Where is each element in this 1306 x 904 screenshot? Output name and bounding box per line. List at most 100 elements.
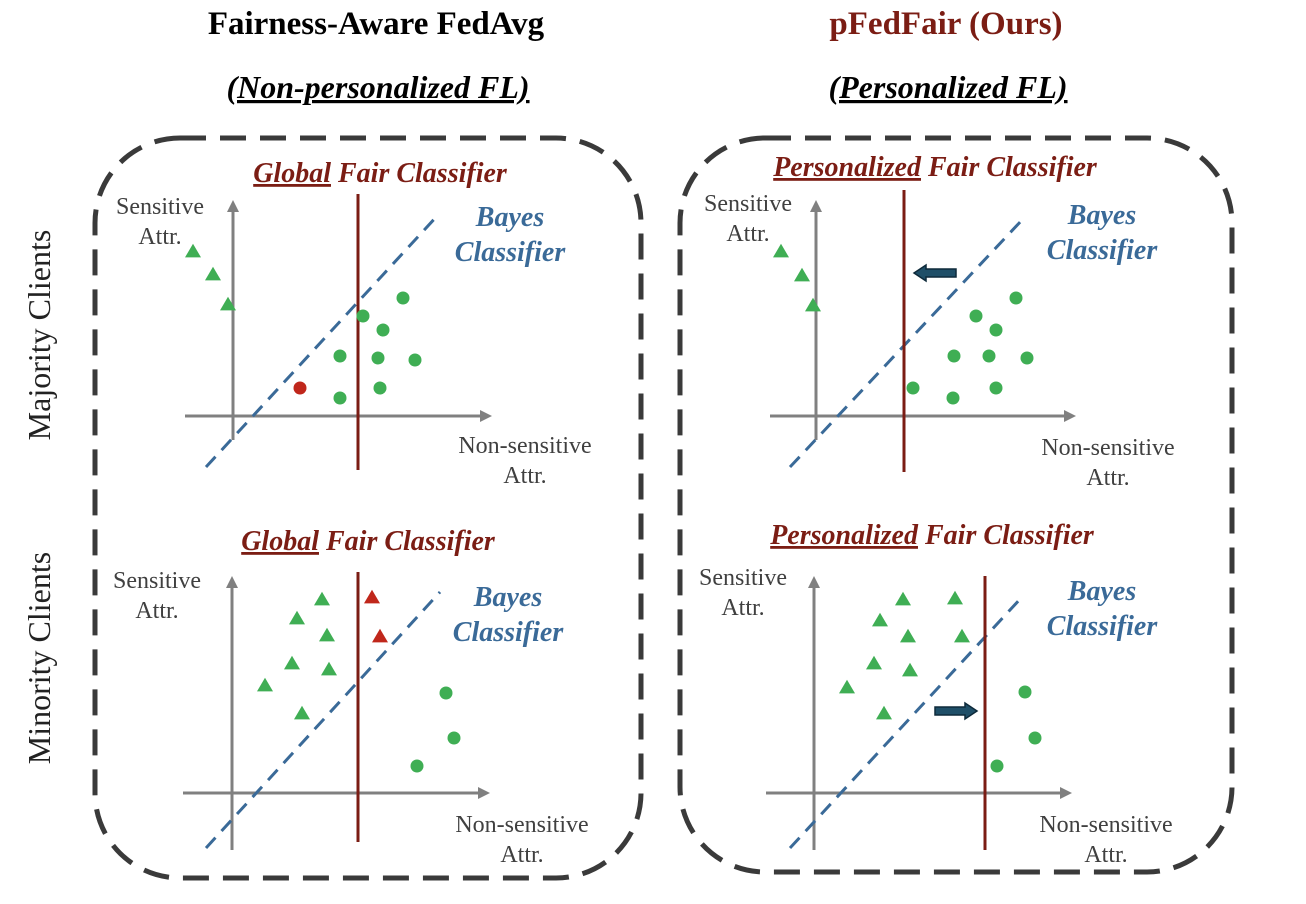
data-point-circle xyxy=(1020,351,1034,365)
data-point-triangle xyxy=(185,243,201,258)
data-point-triangle xyxy=(900,628,916,643)
fair-classifier-label: Global Fair Classifier xyxy=(241,526,496,557)
data-point-triangle xyxy=(319,627,335,642)
x-axis-label-line2: Attr. xyxy=(1086,465,1129,491)
data-point-circle xyxy=(989,323,1003,337)
bayes-label-line2: Classifier xyxy=(1047,611,1159,642)
data-point-circle xyxy=(356,309,370,323)
right-dashed-box xyxy=(677,135,1235,875)
bayes-label-line2: Classifier xyxy=(455,237,567,268)
shift-arrow-right xyxy=(934,701,979,721)
y-axis-arrowhead xyxy=(227,200,239,212)
data-point-triangle xyxy=(839,679,855,694)
data-point-triangle xyxy=(947,590,963,605)
y-axis-label-line1: Sensitive xyxy=(113,568,201,594)
y-axis-label: Sensitive Attr. xyxy=(704,191,792,247)
data-point-circle xyxy=(946,391,960,405)
bayes-classifier-line xyxy=(204,213,440,469)
data-point-triangle xyxy=(895,591,911,606)
fair-label-rest: Fair Classifier xyxy=(921,152,1098,183)
y-axis-label: Sensitive Attr. xyxy=(699,565,787,621)
data-point-triangle xyxy=(954,628,970,643)
x-axis-label: Non-sensitive Attr. xyxy=(1039,812,1172,868)
x-axis-label-line1: Non-sensitive xyxy=(458,433,591,459)
x-axis-label-line2: Attr. xyxy=(500,842,543,868)
y-axis-arrowhead xyxy=(226,576,238,588)
fair-classifier-label: Personalized Fair Classifier xyxy=(769,520,1095,551)
data-point-circle xyxy=(982,349,996,363)
panel-tr: Sensitive Attr. Non-sensitive Attr. Bayes Cla… xyxy=(704,152,1175,491)
data-point-triangle xyxy=(805,297,821,312)
right-title: pFedFair (Ours) xyxy=(829,6,1062,42)
y-axis-label-line1: Sensitive xyxy=(699,565,787,591)
data-point-triangle xyxy=(872,612,888,627)
data-point-triangle xyxy=(257,677,273,692)
row-label-majority: Majority Clients xyxy=(21,230,57,441)
row-label-minority: Minority Clients xyxy=(21,552,57,764)
fair-label-emphasis: Personalized xyxy=(772,152,922,183)
data-point-triangle xyxy=(289,610,305,625)
y-axis-arrowhead xyxy=(810,200,822,212)
y-axis-arrowhead xyxy=(808,576,820,588)
bayes-classifier-label: Bayes Classifier xyxy=(453,582,565,648)
left-dashed-box xyxy=(92,135,644,881)
data-point-triangle xyxy=(902,662,918,677)
y-axis-label-line1: Sensitive xyxy=(116,194,204,220)
data-point-circle xyxy=(1028,731,1042,745)
data-point-circle xyxy=(371,351,385,365)
x-axis-label-line1: Non-sensitive xyxy=(455,812,588,838)
x-axis-label-line1: Non-sensitive xyxy=(1039,812,1172,838)
x-axis-label-line2: Attr. xyxy=(1084,842,1127,868)
data-point-circle xyxy=(1018,685,1032,699)
data-point-circle xyxy=(447,731,461,745)
y-axis-label: Sensitive Attr. xyxy=(113,568,201,624)
bayes-label-line2: Classifier xyxy=(1047,235,1159,266)
data-point-triangle xyxy=(284,655,300,670)
data-point-triangle xyxy=(866,655,882,670)
bayes-label-line1: Bayes xyxy=(1067,200,1137,231)
data-point-circle xyxy=(906,381,920,395)
left-subtitle: (Non-personalized FL) xyxy=(226,69,529,105)
fair-classifier-label: Global Fair Classifier xyxy=(253,158,508,189)
bayes-classifier-line xyxy=(788,595,1024,850)
fair-label-rest: Fair Classifier xyxy=(918,520,1095,551)
data-point-circle xyxy=(333,391,347,405)
x-axis-arrowhead xyxy=(478,787,490,799)
x-axis-label-line1: Non-sensitive xyxy=(1041,435,1174,461)
data-point-circle xyxy=(947,349,961,363)
panel-br: Sensitive Attr. Non-sensitive Attr. Bayes Cla… xyxy=(699,520,1173,868)
data-point-circle xyxy=(376,323,390,337)
bayes-label-line1: Bayes xyxy=(475,202,545,233)
bayes-label-line1: Bayes xyxy=(473,582,543,613)
right-subtitle: (Personalized FL) xyxy=(828,69,1067,105)
fair-label-emphasis: Global xyxy=(241,526,319,557)
data-point-triangle xyxy=(876,705,892,720)
bayes-classifier-line xyxy=(204,590,442,850)
data-point-circle xyxy=(408,353,422,367)
y-axis-label-line2: Attr. xyxy=(138,224,181,250)
data-point-circle xyxy=(439,686,453,700)
x-axis-arrowhead xyxy=(1064,410,1076,422)
data-point-triangle xyxy=(294,705,310,720)
x-axis-label-line2: Attr. xyxy=(503,463,546,489)
data-point-circle xyxy=(989,381,1003,395)
data-point-circle xyxy=(333,349,347,363)
data-point-triangle xyxy=(372,628,388,643)
data-point-circle xyxy=(293,381,307,395)
y-axis-label-line1: Sensitive xyxy=(704,191,792,217)
data-point-circle xyxy=(373,381,387,395)
data-point-circle xyxy=(410,759,424,773)
data-point-triangle xyxy=(220,296,236,311)
left-title: Fairness-Aware FedAvg xyxy=(208,6,545,42)
data-point-triangle xyxy=(794,267,810,282)
bayes-classifier-label: Bayes Classifier xyxy=(1047,576,1159,642)
y-axis-label-line2: Attr. xyxy=(135,598,178,624)
bayes-classifier-label: Bayes Classifier xyxy=(455,202,567,268)
data-point-circle xyxy=(1009,291,1023,305)
bayes-label-line1: Bayes xyxy=(1067,576,1137,607)
shift-arrow-left xyxy=(912,263,957,283)
x-axis-label: Non-sensitive Attr. xyxy=(455,812,588,868)
y-axis-label: Sensitive Attr. xyxy=(116,194,204,250)
bayes-classifier-line xyxy=(788,218,1024,469)
